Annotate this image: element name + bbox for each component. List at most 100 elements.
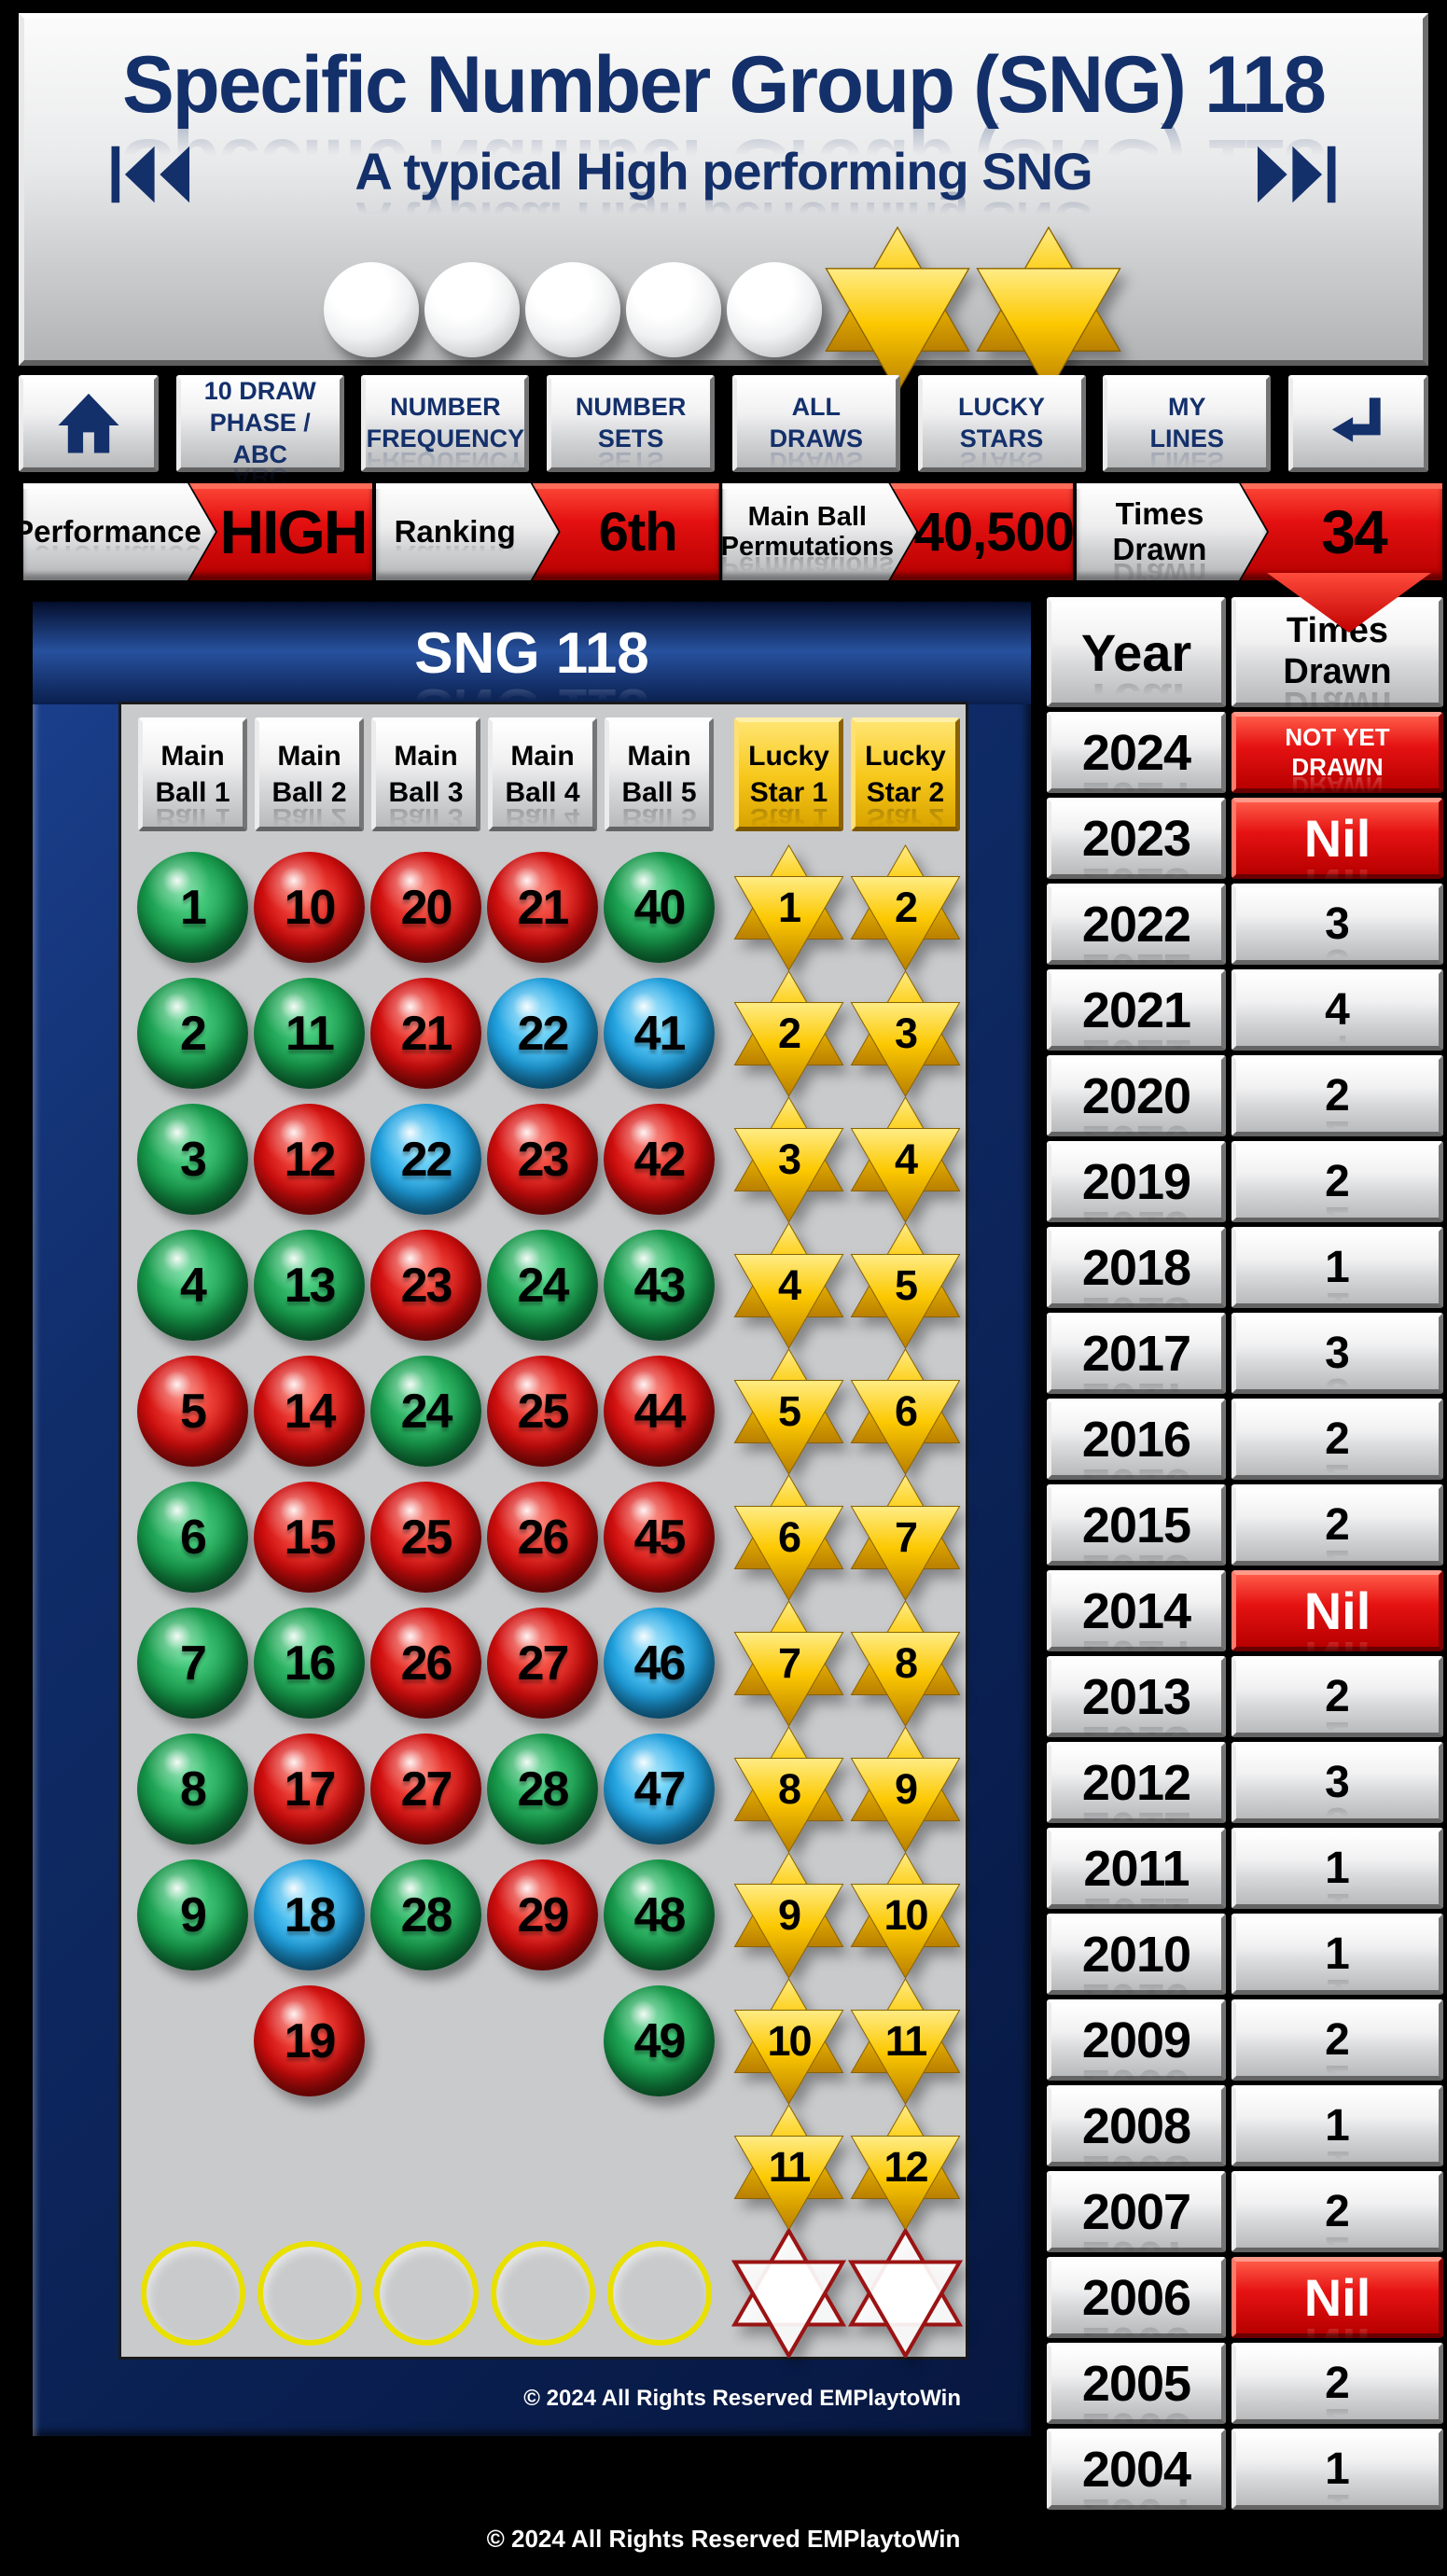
white-ball — [424, 262, 520, 357]
permutations-ribbon: Main Ball Permutations 40,500 — [722, 483, 1074, 580]
col-main-ball-5: Main Ball 5 — [605, 717, 714, 831]
year-cell: 2024 — [1047, 712, 1226, 793]
lucky-star-9: 9 — [847, 1725, 964, 1854]
grid-cell: 8 — [730, 1725, 847, 1853]
grid-cell: 19 — [251, 1978, 368, 2104]
skip-previous-button[interactable] — [106, 141, 196, 208]
times-drawn-cell: NOT YET DRAWN — [1231, 712, 1443, 793]
nav-number-sets[interactable]: NUMBER SETS — [547, 375, 716, 472]
year-cell: 2017 — [1047, 1313, 1226, 1394]
header-gold-star — [970, 225, 1127, 395]
skip-next-button[interactable] — [1251, 141, 1341, 208]
nav-all-draws[interactable]: ALL DRAWS — [731, 375, 900, 472]
times-drawn-value: 34 — [1240, 483, 1442, 580]
main-ball-13: 13 — [254, 1230, 365, 1341]
grid-cell: 3 — [730, 1095, 847, 1223]
grid-cell: 4 — [730, 1221, 847, 1349]
grid-cell: 5 — [134, 1348, 251, 1474]
page-footer: © 2024 All Rights Reserved EMPlaytoWin — [486, 2525, 961, 2553]
col-main-ball-2: Main Ball 2 — [255, 717, 364, 831]
col-main-ball-1: Main Ball 1 — [138, 717, 247, 831]
grid-cell — [730, 2228, 847, 2358]
grid-cell — [484, 2104, 601, 2230]
nav-my-lines[interactable]: MY LINES — [1103, 375, 1272, 472]
main-ball-12: 12 — [254, 1104, 365, 1215]
grid-cell: 2 — [730, 969, 847, 1097]
times-drawn-cell: 2 — [1231, 1055, 1443, 1136]
nav-10-draw-phase-abc[interactable]: 10 DRAW PHASE / ABC — [175, 375, 344, 472]
main-ball-18: 18 — [254, 1859, 365, 1970]
grid-cell: 1 — [730, 843, 847, 971]
grid-cell: 8 — [134, 1726, 251, 1852]
header-panel: Specific Number Group (SNG) 118 A typica… — [19, 13, 1428, 394]
times-drawn-cell: 1 — [1231, 1227, 1443, 1308]
times-drawn-cell: 2 — [1231, 1656, 1443, 1737]
lucky-star-4: 4 — [847, 1095, 964, 1224]
year-cell: 2023 — [1047, 798, 1226, 879]
times-drawn-cell: 3 — [1231, 1313, 1443, 1394]
times-drawn-cell: 3 — [1231, 1742, 1443, 1823]
year-cell: 2009 — [1047, 1999, 1226, 2081]
lucky-star-10: 10 — [847, 1851, 964, 1980]
grid-cell: 48 — [601, 1852, 717, 1978]
sng-panel: SNG 118 Main Ball 1 Main Ball 2 Main Ball 3… — [33, 602, 1031, 2436]
grid-cell — [484, 1978, 601, 2104]
lucky-star-8: 8 — [847, 1599, 964, 1728]
ball-star-row — [24, 225, 1423, 395]
home-button[interactable] — [19, 375, 159, 472]
grid-cell: 22 — [368, 1096, 484, 1222]
lucky-star-9: 9 — [730, 1851, 847, 1980]
col-lucky-star-2: Lucky Star 2 — [851, 717, 960, 831]
status-bar: Performance HIGH Ranking 6th Main Ball Pe… — [23, 483, 1442, 580]
grid-cell — [601, 2104, 717, 2230]
grid-cell: 29 — [484, 1852, 601, 1978]
year-cell: 2011 — [1047, 1828, 1226, 1909]
main-ball-15: 15 — [254, 1482, 365, 1593]
col-main-ball-3: Main Ball 3 — [371, 717, 480, 831]
grid-cell: 8 — [847, 1599, 964, 1728]
main-ball-26: 26 — [370, 1608, 481, 1719]
main-ball-40: 40 — [604, 852, 715, 963]
lucky-star-11: 11 — [847, 1977, 964, 2106]
grid-cell: 5 — [730, 1347, 847, 1475]
main-ball-23: 23 — [370, 1230, 481, 1341]
nav-number-frequency[interactable]: NUMBER FREQUENCY — [361, 375, 530, 472]
performance-value: HIGH — [189, 483, 372, 580]
year-cell: 2005 — [1047, 2343, 1226, 2424]
grid-cell: 26 — [368, 1600, 484, 1726]
main-ball-26: 26 — [487, 1482, 598, 1593]
grid-cell: 22 — [484, 970, 601, 1096]
col-main-ball-4: Main Ball 4 — [488, 717, 597, 831]
lucky-star-10: 10 — [730, 1977, 847, 2106]
grid-cell — [251, 2104, 368, 2230]
grid-cell: 6 — [730, 1473, 847, 1601]
return-button[interactable] — [1287, 375, 1428, 472]
grid-cell: 23 — [484, 1096, 601, 1222]
main-ball-23: 23 — [487, 1104, 598, 1215]
year-cell: 2020 — [1047, 1055, 1226, 1136]
sng-panel-title: SNG 118 — [414, 620, 649, 686]
empty-ball-slot — [257, 2240, 362, 2346]
main-ball-22: 22 — [487, 978, 598, 1089]
grid-cell: 14 — [251, 1348, 368, 1474]
main-ball-22: 22 — [370, 1104, 481, 1215]
grid-cell — [134, 1978, 251, 2104]
main-ball-5: 5 — [137, 1356, 248, 1467]
nav-bar: 10 DRAW PHASE / ABC NUMBER FREQUENCY NUMBE… — [19, 375, 1428, 472]
grid-cell: 24 — [368, 1348, 484, 1474]
ranking-ribbon: Ranking 6th — [376, 483, 719, 580]
year-cell: 2006 — [1047, 2257, 1226, 2338]
main-ball-21: 21 — [487, 852, 598, 963]
lucky-star-7: 7 — [730, 1599, 847, 1728]
main-ball-16: 16 — [254, 1608, 365, 1719]
grid-cell: 27 — [484, 1600, 601, 1726]
year-cell: 2010 — [1047, 1914, 1226, 1995]
year-cell: 2019 — [1047, 1141, 1226, 1222]
nav-lucky-stars[interactable]: LUCKY STARS — [917, 375, 1086, 472]
grid-cell: 15 — [251, 1474, 368, 1600]
grid-cell: 21 — [484, 844, 601, 970]
year-cell: 2021 — [1047, 969, 1226, 1051]
grid-cell: 2 — [134, 970, 251, 1096]
grid-cell — [368, 1978, 484, 2104]
empty-ball-slot — [606, 2240, 712, 2346]
